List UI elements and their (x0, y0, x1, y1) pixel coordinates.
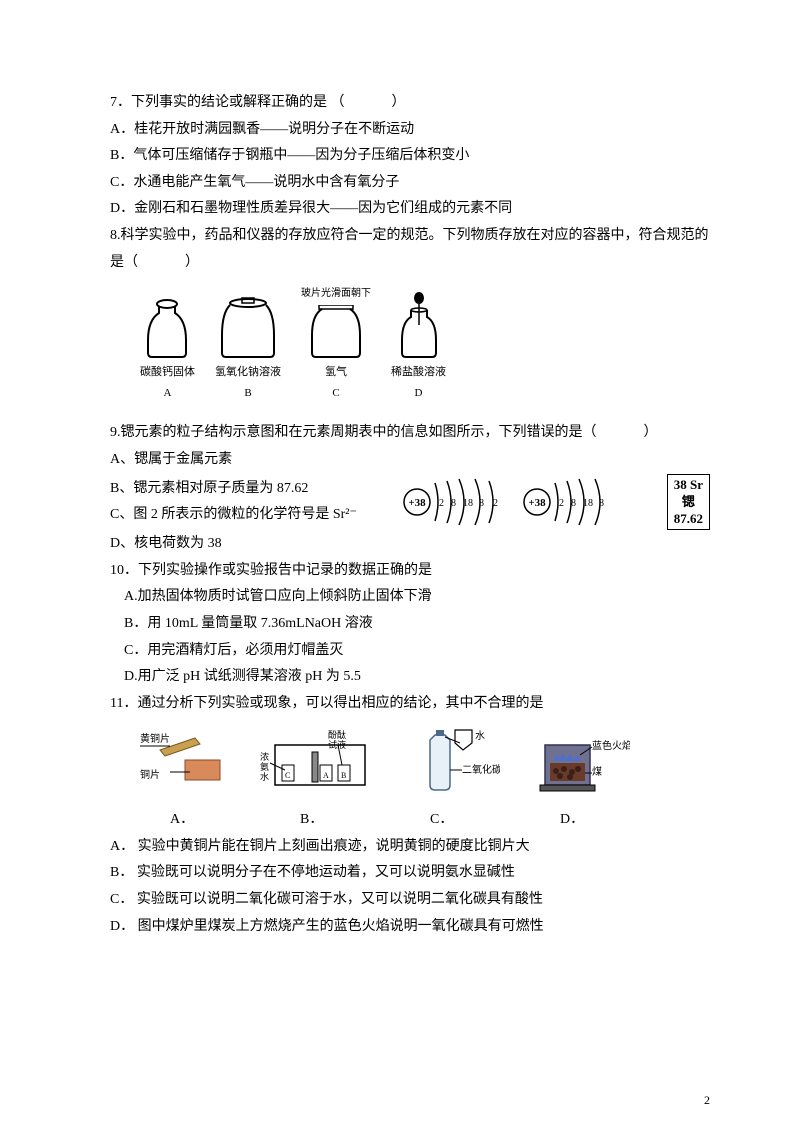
fig-c-l2: 二氧化碳 (462, 763, 500, 776)
bottle-d: 稀盐酸溶液 D (391, 290, 446, 404)
q11-label-d: D． (560, 807, 660, 834)
shell-a0: 2 (439, 498, 444, 509)
bottle-gas-icon (304, 305, 369, 360)
shell-a1: 8 (451, 498, 456, 509)
bottle-a-letter: A (140, 383, 195, 404)
q7-option-b: B．气体可压缩储存于钢瓶中——因为分子压缩后体积变小 (110, 143, 710, 170)
q11-label-a: A． (170, 807, 270, 834)
bottle-d-label: 稀盐酸溶液 (391, 362, 446, 383)
q11-figure-row: 黄铜片 铜片 C A B 浓氨水 酚酞试液 (140, 725, 710, 803)
svg-text:A: A (323, 771, 329, 780)
shell-a4: 2 (493, 498, 498, 509)
q10-option-b: B．用 10mL 量筒量取 7.36mLNaOH 溶液 (110, 611, 710, 638)
nucleus-1-text: +38 (408, 497, 426, 509)
q9-row: B、锶元素相对原子质量为 87.62 C、图 2 所表示的微粒的化学符号是 Sr… (110, 473, 710, 531)
q10-option-d: D.用广泛 pH 试纸测得某溶液 pH 为 5.5 (110, 664, 710, 691)
shell-a2: 18 (463, 498, 473, 509)
page-number: 2 (704, 1089, 710, 1112)
q8-stem-end: ） (185, 255, 199, 270)
q11-fig-a: 黄铜片 铜片 (140, 730, 230, 803)
q10-stem: 10．下列实验操作或实验报告中记录的数据正确的是 (110, 558, 710, 585)
q11-label-b: B． (300, 807, 400, 834)
svg-text:C: C (285, 771, 290, 780)
ammonia-box-icon: C A B 浓氨水 酚酞试液 (260, 730, 370, 795)
q11-label-c: C． (430, 807, 530, 834)
bottle-c-caption: 玻片光滑面朝下 (301, 284, 371, 303)
svg-text:B: B (341, 771, 346, 780)
bottle-dropper-icon (394, 290, 444, 360)
shell-a3: 8 (479, 498, 484, 509)
fig-b-l1: 浓氨水 (260, 752, 269, 782)
bottle-wide-icon (216, 295, 281, 360)
q7-option-a: A．桂花开放时满园飘香——说明分子在不断运动 (110, 117, 710, 144)
sr-periodic-box: 38 Sr 锶 87.62 (667, 474, 710, 531)
sr-bot: 87.62 (674, 511, 703, 528)
q7-stem: 7．下列事实的结论或解释正确的是 （ ） (110, 90, 710, 117)
q7-option-d: D．金刚石和石墨物理性质差异很大——因为它们组成的元素不同 (110, 196, 710, 223)
q8-stem: 8.科学实验中，药品和仪器的存放应符合一定的规范。下列物质存放在对应的容器中，符… (110, 223, 710, 276)
fig-c-l1: 水 (475, 730, 485, 742)
bottle-a: 碳酸钙固体 A (140, 295, 195, 404)
q11-option-b: B． 实验既可以说明分子在不停地运动着，又可以说明氨水显碱性 (110, 860, 710, 887)
q10-option-c: C．用完酒精灯后，必须用灯帽盖灭 (110, 638, 710, 665)
q9-stem-text: 9.锶元素的粒子结构示意图和在元素周期表中的信息如图所示，下列错误的是（ (110, 425, 597, 440)
atom-structure-icon: +38 2 8 18 8 2 +38 2 8 18 8 (397, 473, 647, 531)
q9-option-b: B、锶元素相对原子质量为 87.62 (110, 476, 377, 503)
fig-a-l1: 黄铜片 (140, 732, 170, 745)
bottle-b-letter: B (215, 383, 281, 404)
shell-b0: 2 (559, 498, 564, 509)
shell-b1: 8 (571, 498, 576, 509)
q8-figure-row: 碳酸钙固体 A 氢氧化钠溶液 B 玻片光滑面朝下 氢气 C (140, 284, 710, 404)
bottle-c-letter: C (301, 383, 371, 404)
bottle-c: 玻片光滑面朝下 氢气 C (301, 284, 371, 404)
q11-fig-d: 蓝色火焰 煤 (530, 725, 630, 803)
q7-stem-end: ） (392, 95, 406, 110)
q11-fig-c: 水 二氧化碳 (400, 725, 500, 803)
brass-scratch-icon: 黄铜片 铜片 (140, 730, 230, 795)
q11-fig-b: C A B 浓氨水 酚酞试液 (260, 730, 370, 803)
q9-stem: 9.锶元素的粒子结构示意图和在元素周期表中的信息如图所示，下列错误的是（ ） (110, 420, 710, 447)
fig-d-l2: 煤 (592, 765, 602, 778)
sr-mid: 锶 (674, 494, 703, 511)
q11-stem: 11．通过分析下列实验或现象，可以得出相应的结论，其中不合理的是 (110, 691, 710, 718)
q9-option-c: C、图 2 所表示的微粒的化学符号是 Sr²⁻ (110, 502, 377, 529)
fig-b-l2: 酚酞试液 (328, 730, 346, 750)
bottle-narrow-icon (140, 295, 195, 360)
bottle-b: 氢氧化钠溶液 B (215, 295, 281, 404)
q9-stem-end: ） (644, 425, 658, 440)
q7-option-c: C．水通电能产生氧气——说明水中含有氧分子 (110, 170, 710, 197)
q10-option-a: A.加热固体物质时试管口应向上倾斜防止固体下滑 (110, 584, 710, 611)
q11-label-row: A． B． C． D． (170, 807, 710, 834)
q11-option-d: D． 图中煤炉里煤炭上方燃烧产生的蓝色火焰说明一氧化碳具有可燃性 (110, 914, 710, 941)
q9-option-d: D、核电荷数为 38 (110, 531, 710, 558)
fig-a-l2: 铜片 (140, 768, 160, 781)
q7-stem-text: 7．下列事实的结论或解释正确的是 （ (110, 95, 345, 110)
shell-b3: 8 (599, 498, 604, 509)
bottle-c-label: 氢气 (301, 362, 371, 383)
fig-d-l1: 蓝色火焰 (592, 739, 630, 752)
q11-option-c: C． 实验既可以说明二氧化碳可溶于水，又可以说明二氧化碳具有酸性 (110, 887, 710, 914)
bottle-a-label: 碳酸钙固体 (140, 362, 195, 383)
q9-option-a: A、锶属于金属元素 (110, 447, 710, 474)
co2-bottle-icon: 水 二氧化碳 (400, 725, 500, 795)
sr-top: 38 Sr (674, 477, 703, 494)
bottle-d-letter: D (391, 383, 446, 404)
q11-option-a: A． 实验中黄铜片能在铜片上刻画出痕迹，说明黄铜的硬度比铜片大 (110, 834, 710, 861)
nucleus-2-text: +38 (528, 497, 546, 509)
q8-stem-text: 8.科学实验中，药品和仪器的存放应符合一定的规范。下列物质存放在对应的容器中，符… (110, 228, 709, 270)
shell-b2: 18 (583, 498, 593, 509)
bottle-b-label: 氢氧化钠溶液 (215, 362, 281, 383)
coal-stove-icon: 蓝色火焰 煤 (530, 725, 630, 795)
